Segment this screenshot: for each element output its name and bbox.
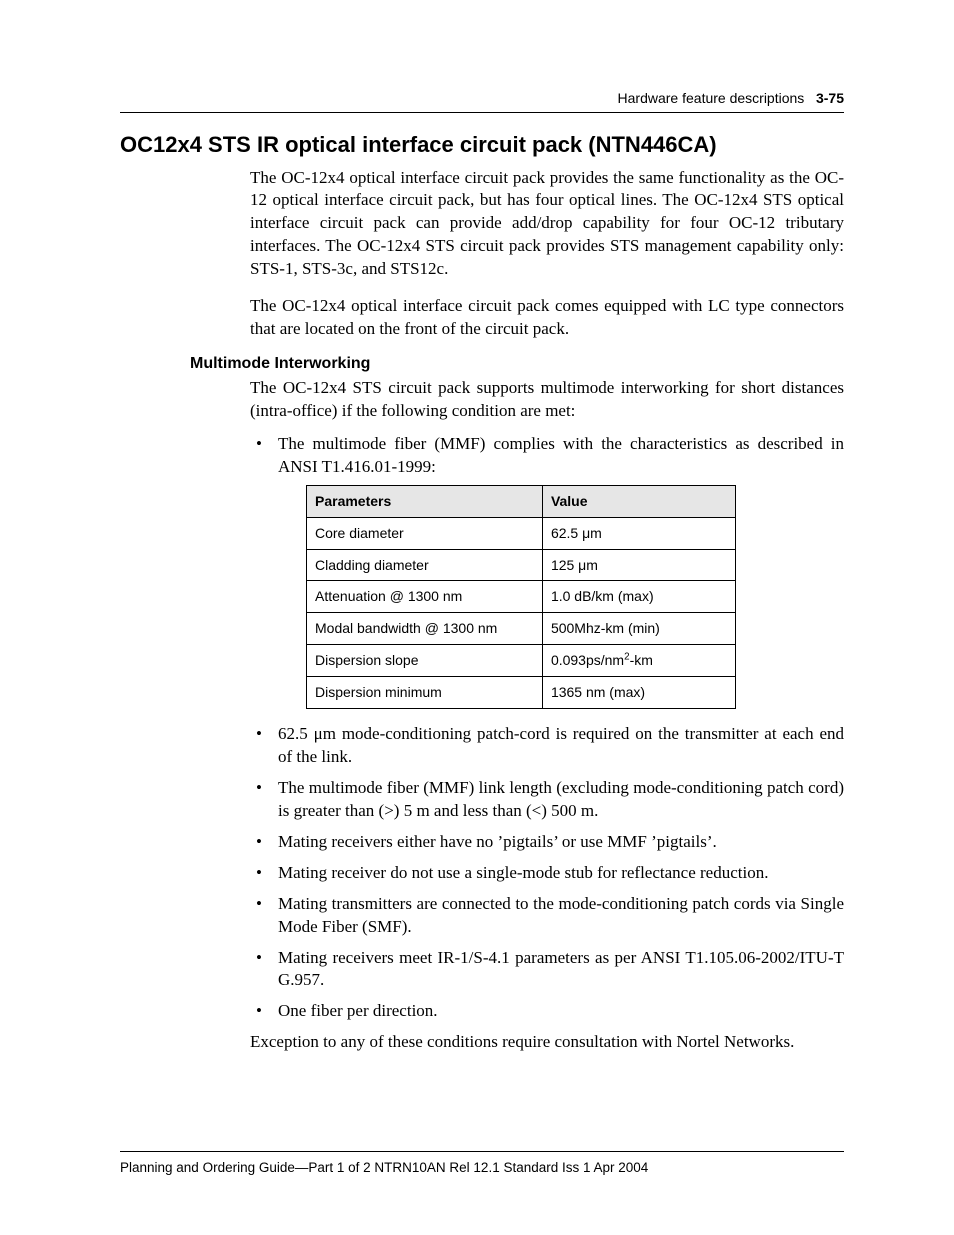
table-cell: Dispersion minimum [307, 677, 543, 709]
list-item: The multimode fiber (MMF) complies with … [250, 433, 844, 709]
table-row: Dispersion minimum 1365 nm (max) [307, 677, 736, 709]
table-cell: 125 μm [542, 549, 735, 581]
multimode-intro: The OC-12x4 STS circuit pack supports mu… [250, 377, 844, 423]
header-page-number: 3-75 [816, 90, 844, 106]
table-header-cell: Value [542, 485, 735, 517]
list-item: Mating receivers either have no ’pigtail… [250, 831, 844, 854]
list-item: The multimode fiber (MMF) link length (e… [250, 777, 844, 823]
table-cell: 62.5 μm [542, 517, 735, 549]
table-row: Modal bandwidth @ 1300 nm 500Mhz-km (min… [307, 613, 736, 645]
page-title: OC12x4 STS IR optical interface circuit … [120, 131, 844, 159]
list-item-text: The multimode fiber (MMF) complies with … [278, 434, 844, 476]
list-item: 62.5 μm mode-conditioning patch-cord is … [250, 723, 844, 769]
list-item: Mating transmitters are connected to the… [250, 893, 844, 939]
footer-text: Planning and Ordering Guide—Part 1 of 2 … [120, 1160, 844, 1175]
table-header-row: Parameters Value [307, 485, 736, 517]
table-cell: Cladding diameter [307, 549, 543, 581]
subheading-multimode: Multimode Interworking [190, 355, 844, 373]
page-footer: Planning and Ordering Guide—Part 1 of 2 … [120, 1151, 844, 1175]
table-cell: Attenuation @ 1300 nm [307, 581, 543, 613]
table-cell: 1365 nm (max) [542, 677, 735, 709]
intro-paragraph-2: The OC-12x4 optical interface circuit pa… [250, 295, 844, 341]
table-cell: 0.093ps/nm2-km [542, 645, 735, 677]
list-item: Mating receiver do not use a single-mode… [250, 862, 844, 885]
exception-paragraph: Exception to any of these conditions req… [250, 1031, 844, 1054]
table-cell: Core diameter [307, 517, 543, 549]
dispersion-prefix: 0.093ps/nm [551, 652, 624, 668]
list-item: One fiber per direction. [250, 1000, 844, 1023]
table-row: Attenuation @ 1300 nm 1.0 dB/km (max) [307, 581, 736, 613]
table-cell: Modal bandwidth @ 1300 nm [307, 613, 543, 645]
table-cell: 500Mhz-km (min) [542, 613, 735, 645]
table-row: Core diameter 62.5 μm [307, 517, 736, 549]
table-row: Cladding diameter 125 μm [307, 549, 736, 581]
header-section: Hardware feature descriptions [618, 90, 805, 106]
table-row: Dispersion slope 0.093ps/nm2-km [307, 645, 736, 677]
header-rule [120, 112, 844, 113]
table-cell: 1.0 dB/km (max) [542, 581, 735, 613]
list-item: Mating receivers meet IR-1/S-4.1 paramet… [250, 947, 844, 993]
parameters-table: Parameters Value Core diameter 62.5 μm C… [306, 485, 736, 709]
page-header: Hardware feature descriptions 3-75 [120, 90, 844, 106]
table-header-cell: Parameters [307, 485, 543, 517]
intro-paragraph-1: The OC-12x4 optical interface circuit pa… [250, 167, 844, 282]
conditions-list: The multimode fiber (MMF) complies with … [250, 433, 844, 1023]
dispersion-suffix: -km [630, 652, 653, 668]
footer-rule [120, 1151, 844, 1152]
table-cell: Dispersion slope [307, 645, 543, 677]
